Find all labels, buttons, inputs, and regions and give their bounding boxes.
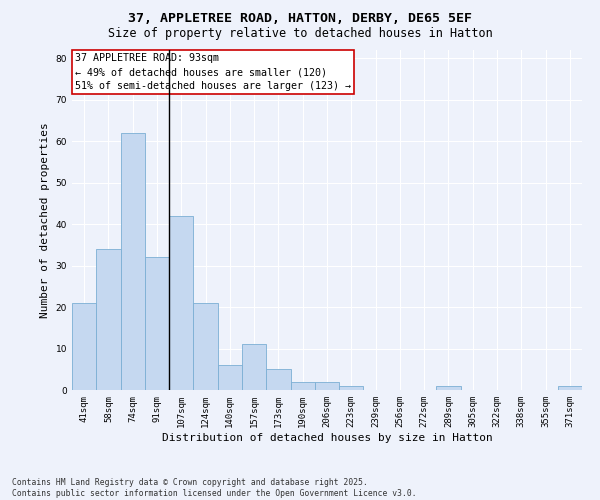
Bar (266, 370, 290, 390)
X-axis label: Distribution of detached houses by size in Hatton: Distribution of detached houses by size … (161, 432, 493, 442)
Bar (72, 303, 96, 390)
Bar (436, 386, 461, 390)
Bar (242, 344, 266, 390)
Bar (145, 258, 169, 390)
Bar (218, 365, 242, 390)
Text: 37, APPLETREE ROAD, HATTON, DERBY, DE65 5EF: 37, APPLETREE ROAD, HATTON, DERBY, DE65 … (128, 12, 472, 26)
Bar (169, 216, 193, 390)
Bar (315, 382, 339, 390)
Bar (290, 382, 315, 390)
Text: 37 APPLETREE ROAD: 93sqm
← 49% of detached houses are smaller (120)
51% of semi-: 37 APPLETREE ROAD: 93sqm ← 49% of detach… (74, 54, 350, 92)
Bar (193, 303, 218, 390)
Bar (339, 386, 364, 390)
Bar (96, 249, 121, 390)
Text: Contains HM Land Registry data © Crown copyright and database right 2025.
Contai: Contains HM Land Registry data © Crown c… (12, 478, 416, 498)
Y-axis label: Number of detached properties: Number of detached properties (40, 122, 50, 318)
Bar (558, 386, 582, 390)
Bar (121, 133, 145, 390)
Text: Size of property relative to detached houses in Hatton: Size of property relative to detached ho… (107, 28, 493, 40)
